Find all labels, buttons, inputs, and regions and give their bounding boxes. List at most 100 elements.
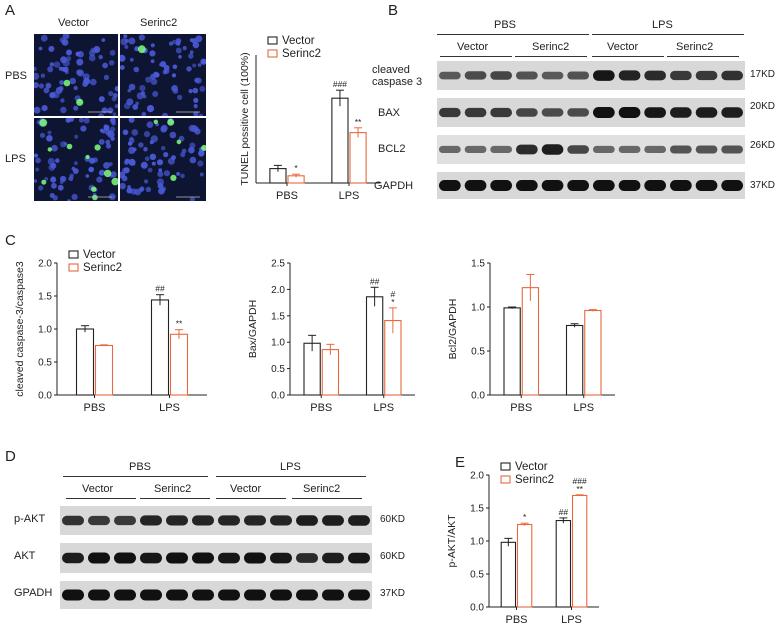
blot-d-group-lps: LPS	[280, 461, 301, 473]
x-tick-label: LPS	[573, 402, 594, 414]
nucleus	[55, 158, 60, 163]
nucleus	[177, 94, 183, 100]
blot-band	[296, 515, 318, 526]
blot-band	[322, 515, 344, 526]
tunel-positive-cell	[201, 144, 206, 151]
blot-d-strip-akt	[60, 543, 372, 573]
tunel-positive-cell	[94, 144, 101, 151]
blot-band	[490, 180, 512, 191]
nucleus	[34, 179, 38, 183]
nucleus	[192, 63, 197, 68]
nucleus	[149, 153, 157, 160]
nucleus	[67, 199, 71, 201]
nucleus	[123, 34, 128, 39]
nucleus	[50, 162, 57, 169]
nucleus	[108, 60, 115, 66]
nucleus	[122, 129, 129, 136]
nucleus	[136, 92, 144, 100]
blot-d-strip-gpadh	[60, 581, 372, 609]
nucleus	[168, 41, 174, 46]
blot-band	[670, 107, 692, 118]
nucleus	[150, 59, 155, 64]
nucleus	[112, 112, 117, 116]
blot-d-size-60kd: 60KD	[380, 551, 406, 562]
nucleus	[108, 90, 114, 97]
blot-b-sub-line	[592, 56, 664, 57]
nucleus	[158, 187, 165, 195]
blot-b-row-label-bcl2: BCL2	[378, 143, 406, 155]
bar-vector-pbs	[75, 328, 95, 396]
nucleus	[51, 144, 58, 152]
nucleus	[146, 105, 155, 113]
nucleus	[105, 139, 111, 145]
legend-label: Vector	[282, 35, 315, 47]
nucleus	[34, 153, 39, 158]
legend-swatch	[68, 250, 79, 259]
nucleus	[101, 38, 106, 42]
nucleus	[176, 172, 180, 176]
nucleus	[145, 76, 152, 83]
bar-vector-lps	[331, 97, 349, 184]
bar-vector-lps	[555, 519, 572, 608]
legend-swatch	[267, 36, 278, 45]
tunel-positive-cell	[111, 177, 118, 186]
nucleus	[167, 157, 175, 165]
nucleus	[133, 66, 140, 73]
nucleus	[71, 166, 76, 171]
bar-vector-lps	[565, 324, 584, 396]
nucleus	[76, 69, 82, 76]
blot-band	[348, 589, 370, 601]
blot-band	[567, 180, 589, 191]
y-axis-label: TUNEL possitive cell (100%)	[239, 52, 251, 185]
y-tick-label: 0.0	[38, 391, 52, 402]
bar-vector-pbs	[503, 307, 521, 396]
x-tick-label: LPS	[373, 402, 394, 414]
y-tick-label: 1.5	[470, 504, 484, 515]
y-tick-label: 0.5	[38, 358, 52, 369]
nucleus	[128, 118, 135, 123]
nucleus	[163, 152, 169, 158]
tunel-positive-cell	[103, 169, 112, 178]
blot-b-row-label-gapdh: GAPDH	[374, 180, 414, 192]
nucleus	[140, 161, 148, 169]
blot-band	[88, 589, 110, 601]
x-tick-label: PBS	[276, 190, 298, 202]
nucleus	[191, 38, 198, 44]
blot-band	[192, 552, 214, 564]
blot-d-row-label-gpadh: GPADH	[14, 587, 53, 599]
blot-band	[593, 180, 615, 191]
nucleus	[51, 182, 57, 189]
nucleus	[152, 91, 159, 97]
tunel-positive-cell	[66, 143, 73, 150]
blot-b-group-pbs: PBS	[494, 19, 517, 31]
nucleus	[109, 49, 116, 56]
tunel-positive-cell	[41, 179, 47, 185]
legend-swatch	[267, 49, 278, 58]
blot-b-size-37kd: 37KD	[750, 180, 776, 191]
nucleus	[188, 53, 194, 59]
nucleus	[141, 111, 147, 116]
blot-d-group-pbs: PBS	[129, 461, 152, 473]
nucleus	[88, 54, 96, 62]
tunel-positive-cell	[63, 79, 71, 87]
blot-b-strip-gapdh	[437, 172, 745, 199]
nucleus	[85, 174, 90, 178]
nucleus	[43, 87, 50, 94]
legend-label: Vector	[515, 461, 548, 473]
nucleus	[105, 143, 112, 149]
nucleus	[188, 146, 195, 154]
y-tick-label: 2.0	[38, 259, 52, 270]
blot-band	[140, 552, 162, 564]
blot-band	[62, 515, 84, 526]
y-tick-label: 2.5	[271, 259, 285, 270]
blot-d-group-line-lps	[216, 476, 366, 477]
nucleus	[172, 39, 177, 45]
nucleus	[131, 129, 139, 136]
blot-band	[541, 144, 564, 155]
nucleus	[74, 134, 79, 139]
legend-swatch	[68, 263, 79, 272]
nucleus	[159, 62, 163, 67]
bar-vector-lps	[150, 299, 170, 396]
significance-mark: ##	[155, 284, 165, 294]
panel-label-d: D	[5, 448, 16, 465]
